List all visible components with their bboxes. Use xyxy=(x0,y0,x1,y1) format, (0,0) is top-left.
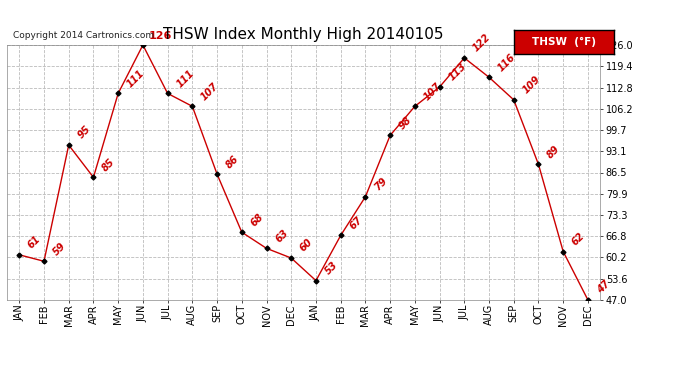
Text: 61: 61 xyxy=(26,234,43,250)
Text: 53: 53 xyxy=(323,260,339,276)
Text: 85: 85 xyxy=(100,156,117,173)
Text: 63: 63 xyxy=(273,228,290,244)
Text: 79: 79 xyxy=(373,176,389,192)
Text: 67: 67 xyxy=(348,214,364,231)
Text: 122: 122 xyxy=(471,32,493,54)
Text: 68: 68 xyxy=(248,211,266,228)
Text: 113: 113 xyxy=(446,62,468,83)
Text: 126: 126 xyxy=(148,31,172,41)
Title: THSW Index Monthly High 20140105: THSW Index Monthly High 20140105 xyxy=(164,27,444,42)
Text: 111: 111 xyxy=(175,68,196,89)
Text: 107: 107 xyxy=(199,81,221,102)
Text: Copyright 2014 Cartronics.com: Copyright 2014 Cartronics.com xyxy=(13,31,154,40)
Text: 62: 62 xyxy=(570,231,586,248)
Text: 109: 109 xyxy=(521,74,542,96)
Text: 89: 89 xyxy=(545,144,562,160)
Text: 107: 107 xyxy=(422,81,443,102)
Text: 59: 59 xyxy=(51,240,68,257)
Text: 86: 86 xyxy=(224,153,241,170)
Text: 116: 116 xyxy=(496,52,518,73)
Text: 47: 47 xyxy=(595,279,611,296)
Text: THSW  (°F): THSW (°F) xyxy=(532,37,596,47)
Text: 95: 95 xyxy=(76,124,92,141)
Text: 60: 60 xyxy=(298,237,315,254)
Text: 98: 98 xyxy=(397,115,414,131)
Text: 111: 111 xyxy=(125,68,146,89)
